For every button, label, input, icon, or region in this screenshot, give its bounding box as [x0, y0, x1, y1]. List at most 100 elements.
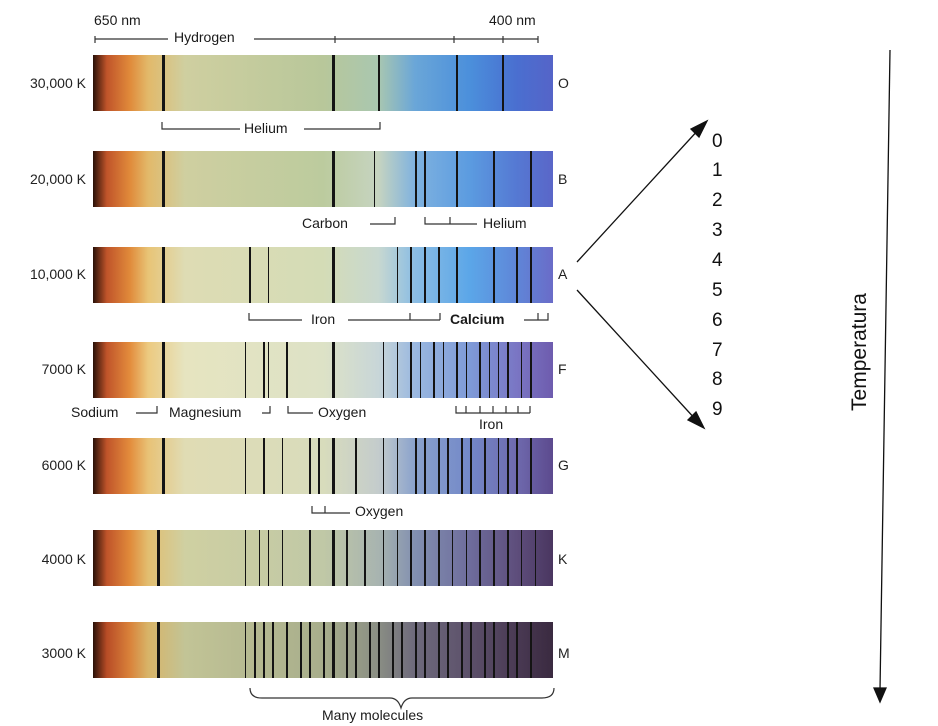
spectral-class-A: A [558, 266, 568, 282]
absorption-line [465, 342, 468, 398]
iron-label: Iron [311, 311, 336, 327]
absorption-line [424, 622, 426, 678]
spectrum-strip-K [93, 530, 553, 586]
absorption-line [465, 530, 468, 586]
temperature-label: 7000 K [41, 361, 86, 377]
absorption-line [157, 530, 160, 586]
absorption-line [281, 530, 284, 586]
subclass-digit: 2 [712, 190, 723, 211]
absorption-line [516, 247, 518, 303]
absorption-line [396, 342, 399, 398]
absorption-line [162, 247, 165, 303]
absorption-line [461, 622, 463, 678]
temperature-axis-label: Temperatura [848, 293, 871, 411]
absorption-line [470, 622, 472, 678]
absorption-line [456, 55, 458, 111]
subclass-digit: 4 [712, 250, 723, 271]
absorption-line [424, 247, 426, 303]
temperature-label: 20,000 K [29, 171, 86, 187]
absorption-line [346, 530, 348, 586]
absorption-line [332, 247, 335, 303]
absorption-line [286, 342, 288, 398]
spectral-class-M: M [558, 645, 570, 661]
absorption-line [516, 622, 518, 678]
helium-label: Helium [244, 120, 288, 136]
absorption-line [281, 438, 284, 494]
absorption-line [396, 438, 399, 494]
absorption-line [484, 622, 486, 678]
absorption-line [369, 622, 371, 678]
absorption-line [507, 530, 509, 586]
absorption-line [263, 342, 265, 398]
absorption-line [162, 438, 165, 494]
absorption-line [249, 247, 251, 303]
absorption-line [373, 151, 376, 207]
spectrum-strip-M [93, 622, 553, 678]
absorption-line [267, 530, 270, 586]
absorption-line [309, 530, 311, 586]
absorption-line [378, 622, 380, 678]
carbon-label: Carbon [302, 215, 348, 231]
absorption-line [438, 530, 440, 586]
absorption-line [507, 622, 509, 678]
absorption-line [346, 622, 348, 678]
spectrum-strip-G [93, 438, 553, 494]
absorption-line [447, 622, 449, 678]
absorption-line [309, 622, 311, 678]
absorption-line [410, 530, 412, 586]
absorption-line [254, 622, 256, 678]
calcium-label: Calcium [450, 311, 505, 327]
subclass-digit: 7 [712, 340, 723, 361]
absorption-line [263, 438, 265, 494]
absorption-line [419, 342, 422, 398]
spectral-class-O: O [558, 75, 569, 91]
sodium-label: Sodium [71, 404, 119, 420]
absorption-line [162, 55, 165, 111]
absorption-line [424, 438, 426, 494]
absorption-line [263, 622, 265, 678]
many-molecules-label: Many molecules [322, 707, 424, 723]
subclass-digit: 8 [712, 369, 723, 390]
absorption-line [332, 342, 335, 398]
wavelength-650-label: 650 nm [94, 12, 141, 28]
spectrum-strip-A [93, 247, 553, 303]
temperature-label: 3000 K [41, 645, 86, 661]
absorption-line [488, 342, 491, 398]
absorption-line [493, 151, 495, 207]
absorption-line [493, 622, 495, 678]
absorption-line [484, 438, 486, 494]
absorption-line [332, 151, 335, 207]
absorption-line [497, 438, 500, 494]
absorption-line [461, 438, 463, 494]
absorption-line [507, 438, 509, 494]
absorption-line [332, 622, 335, 678]
absorption-line [502, 55, 504, 111]
absorption-line [530, 342, 532, 398]
subclass-digit: 1 [712, 160, 723, 181]
absorption-line [497, 342, 500, 398]
temperature-label: 10,000 K [29, 266, 86, 282]
absorption-line [396, 247, 399, 303]
absorption-line [424, 530, 426, 586]
spectrum-strip-O [93, 55, 553, 111]
absorption-line [332, 530, 335, 586]
magnesium-label: Magnesium [169, 404, 242, 420]
spectrum-strip-B [93, 151, 553, 207]
absorption-line [355, 438, 357, 494]
absorption-line [415, 151, 417, 207]
absorption-line [530, 438, 532, 494]
absorption-line [300, 622, 302, 678]
absorption-line [530, 151, 532, 207]
subclass-digit: 9 [712, 399, 723, 420]
temperature-label: 6000 K [41, 457, 86, 473]
absorption-line [520, 342, 523, 398]
absorption-line [447, 438, 449, 494]
absorption-line [415, 622, 417, 678]
absorption-line [258, 530, 261, 586]
oxygen-label: Oxygen [318, 404, 367, 420]
absorption-line [392, 622, 394, 678]
absorption-line [244, 622, 247, 678]
absorption-line [382, 530, 385, 586]
spectral-class-F: F [558, 361, 567, 377]
spectral-class-B: B [558, 171, 568, 187]
